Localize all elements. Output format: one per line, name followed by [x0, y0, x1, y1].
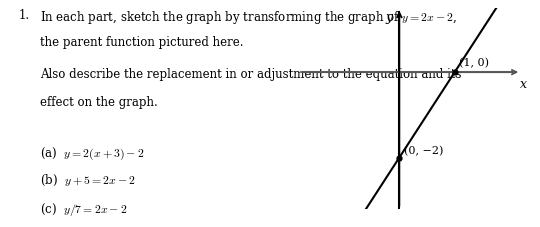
- Text: x: x: [520, 78, 527, 91]
- Text: 1.: 1.: [19, 9, 30, 22]
- Text: y: y: [386, 11, 393, 24]
- Text: the parent function pictured here.: the parent function pictured here.: [40, 36, 244, 49]
- Text: In each part, sketch the graph by transforming the graph of $y = 2x - 2$,: In each part, sketch the graph by transf…: [40, 9, 457, 26]
- Text: (0, −2): (0, −2): [404, 146, 443, 156]
- Text: (c)  $y/7 = 2x - 2$: (c) $y/7 = 2x - 2$: [40, 200, 128, 217]
- Text: Also describe the replacement in or adjustment to the equation and its: Also describe the replacement in or adju…: [40, 68, 462, 81]
- Text: (b)  $y + 5 = 2x - 2$: (b) $y + 5 = 2x - 2$: [40, 173, 136, 188]
- Text: (a)  $y = 2(x + 3) - 2$: (a) $y = 2(x + 3) - 2$: [40, 145, 145, 161]
- Text: (1, 0): (1, 0): [459, 57, 489, 68]
- Text: effect on the graph.: effect on the graph.: [40, 95, 158, 108]
